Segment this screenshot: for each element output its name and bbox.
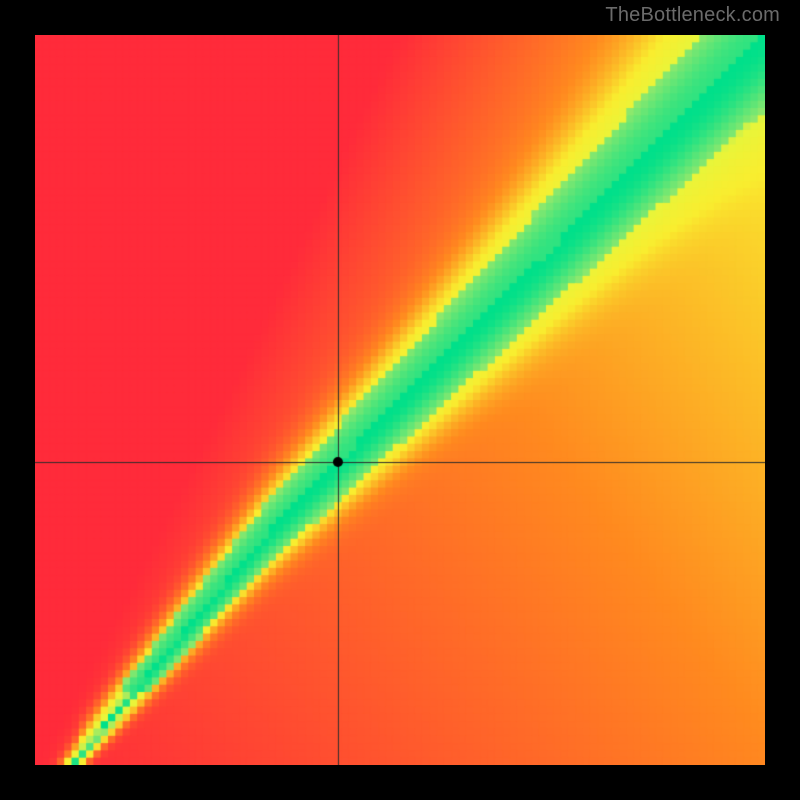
watermark-text: TheBottleneck.com	[605, 4, 780, 27]
chart-container: { "watermark": "TheBottleneck.com", "cha…	[0, 0, 800, 800]
bottleneck-heatmap	[35, 35, 765, 765]
